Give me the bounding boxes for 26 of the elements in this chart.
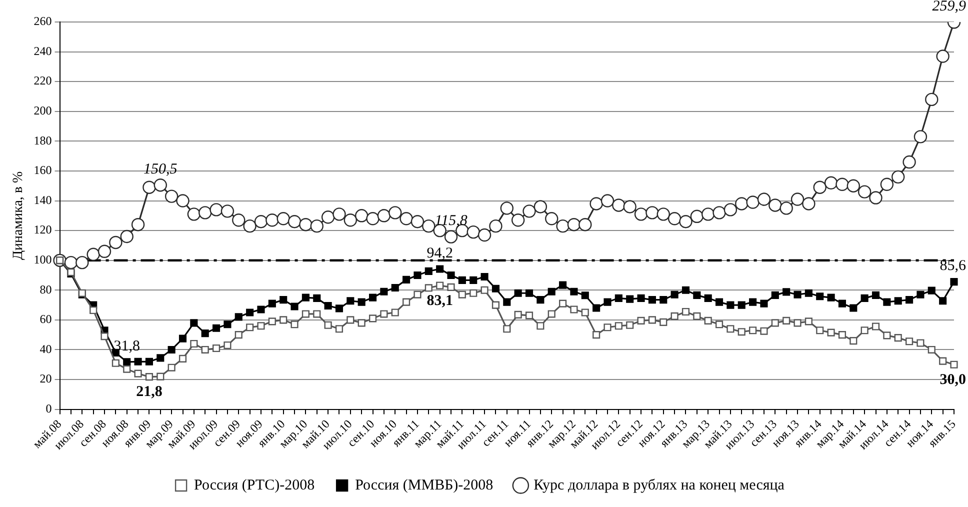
y-tick-label: 160 xyxy=(34,163,52,178)
data-label: 150,5 xyxy=(144,162,178,178)
y-tick-label: 140 xyxy=(34,192,52,207)
data-label: 259,9 xyxy=(932,0,966,15)
legend-label: Россия (РТС)-2008 xyxy=(194,477,315,494)
y-tick-label: 260 xyxy=(34,14,52,28)
y-axis-title: Динамика, в % xyxy=(11,170,26,260)
legend-label: Курс доллара в рублях на конец месяца xyxy=(534,477,785,494)
y-tick-label: 220 xyxy=(34,74,52,88)
data-label: 30,0 xyxy=(940,372,966,388)
y-tick-label: 240 xyxy=(34,44,52,58)
legend-label: Россия (ММВБ)-2008 xyxy=(355,477,494,494)
y-tick-label: 180 xyxy=(34,133,52,148)
data-label: 83,1 xyxy=(426,292,453,309)
y-tick-label: 40 xyxy=(40,342,52,356)
data-label: 31,8 xyxy=(114,338,140,354)
data-label: 21,8 xyxy=(136,384,162,400)
y-tick-label: 200 xyxy=(34,104,52,118)
data-label: 94,2 xyxy=(426,245,453,262)
data-label: 115,8 xyxy=(434,213,468,230)
y-tick-label: 100 xyxy=(34,252,52,266)
y-tick-label: 0 xyxy=(46,401,52,416)
y-tick-label: 20 xyxy=(40,372,52,386)
y-tick-label: 60 xyxy=(40,312,52,326)
y-tick-label: 120 xyxy=(34,222,52,237)
y-tick-label: 80 xyxy=(40,282,52,296)
